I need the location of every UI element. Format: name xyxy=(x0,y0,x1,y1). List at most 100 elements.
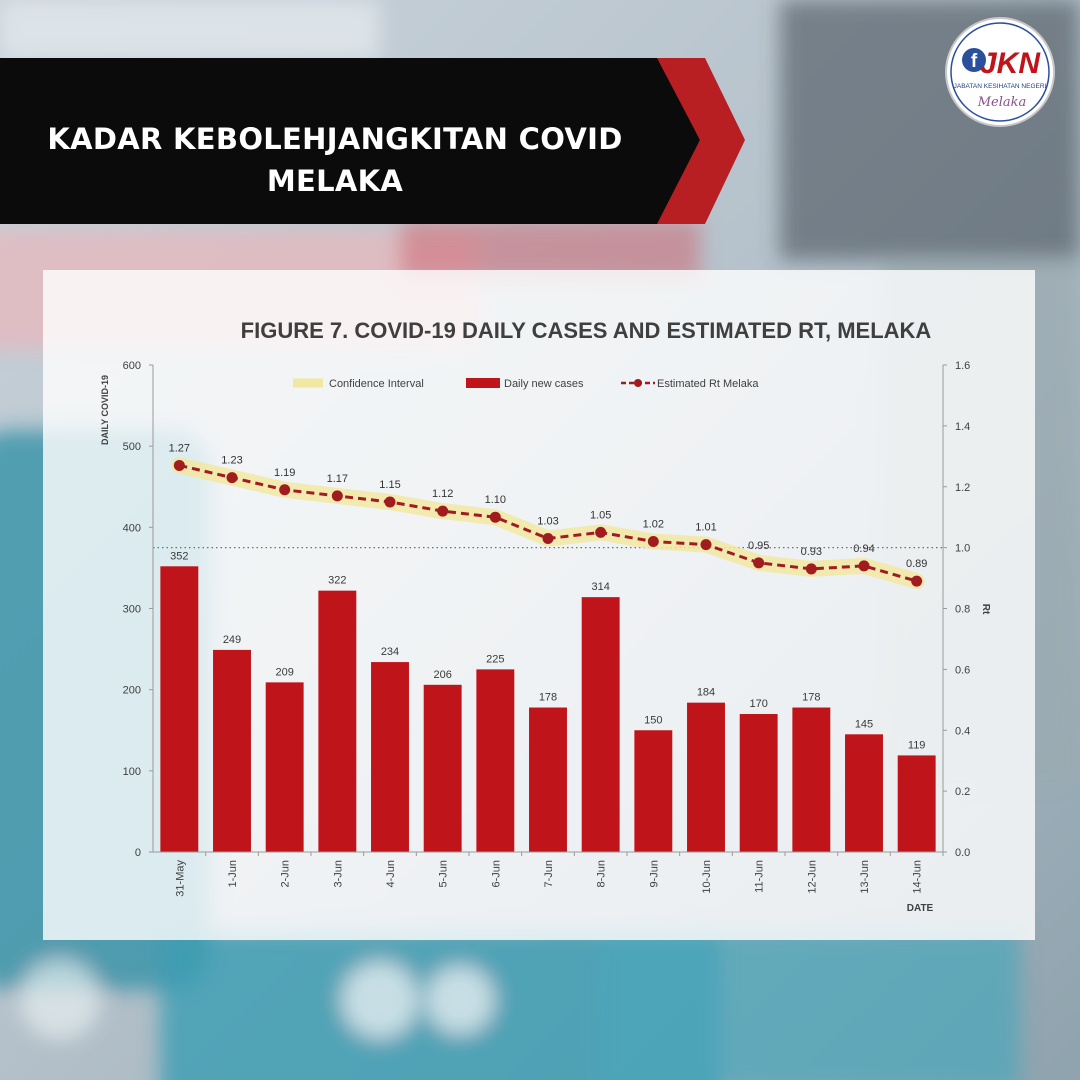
rt-marker xyxy=(858,560,870,572)
x-tick-label: 7-Jun xyxy=(543,860,555,888)
y2-tick-label: 1.4 xyxy=(955,421,970,433)
rt-marker xyxy=(226,472,238,484)
y2-tick-label: 1.2 xyxy=(955,482,970,494)
bar-daily-cases xyxy=(371,662,409,852)
chart-title: FIGURE 7. COVID-19 DAILY CASES AND ESTIM… xyxy=(241,318,932,343)
x-tick-label: 6-Jun xyxy=(490,860,502,888)
banner-title-line2: MELAKA xyxy=(266,164,404,198)
y2-tick-label: 0.4 xyxy=(955,725,970,737)
bar-daily-cases xyxy=(265,682,304,852)
y-axis-label: DAILY COVID-19 xyxy=(100,375,110,445)
y2-axis-label: Rt xyxy=(980,604,991,615)
bar-daily-cases xyxy=(845,734,883,852)
rt-marker xyxy=(489,511,501,523)
rt-value-label: 1.10 xyxy=(485,494,506,506)
bar-daily-cases xyxy=(423,684,462,852)
rt-value-label: 0.89 xyxy=(906,558,927,570)
rt-value-label: 1.19 xyxy=(274,467,295,479)
rt-marker xyxy=(805,563,817,575)
legend-rt-marker xyxy=(634,379,642,387)
banner-title-line1: KADAR KEBOLEHJANGKITAN COVID xyxy=(47,122,623,156)
rt-value-label: 1.05 xyxy=(590,509,611,521)
legend-rt-label: Estimated Rt Melaka xyxy=(657,378,759,390)
bar-daily-cases xyxy=(476,669,515,852)
banner-title: KADAR KEBOLEHJANGKITAN COVID MELAKA xyxy=(40,118,630,202)
legend-bar-swatch xyxy=(466,378,500,388)
rt-marker xyxy=(279,484,291,496)
rt-value-label: 0.94 xyxy=(853,543,874,555)
bar-daily-cases xyxy=(318,590,357,852)
jkn-logo: f JKN JABATAN KESIHATAN NEGERI Melaka xyxy=(945,17,1055,127)
rt-marker xyxy=(911,575,923,587)
y-tick-label: 400 xyxy=(123,522,141,534)
y2-tick-label: 0.6 xyxy=(955,664,970,676)
bar-daily-cases xyxy=(529,707,567,852)
legend-ci-label: Confidence Interval xyxy=(329,378,424,390)
y2-tick-label: 0.8 xyxy=(955,604,970,616)
title-banner xyxy=(0,58,745,224)
bar-value-label: 150 xyxy=(644,714,662,726)
x-tick-label: 3-Jun xyxy=(332,860,344,888)
bar-daily-cases xyxy=(581,597,620,852)
rt-value-label: 1.23 xyxy=(221,455,242,467)
bar-value-label: 178 xyxy=(802,692,820,704)
bar-value-label: 119 xyxy=(908,739,926,751)
x-tick-label: 11-Jun xyxy=(754,860,766,893)
chart: FIGURE 7. COVID-19 DAILY CASES AND ESTIM… xyxy=(100,318,991,914)
y2-tick-label: 1.6 xyxy=(955,360,970,372)
rt-marker xyxy=(647,536,659,548)
x-tick-label: 14-Jun xyxy=(912,860,924,894)
x-tick-label: 9-Jun xyxy=(648,860,660,888)
bar-daily-cases xyxy=(634,730,673,852)
rt-value-label: 0.93 xyxy=(801,546,822,558)
rt-value-label: 1.17 xyxy=(327,473,348,485)
y-tick-label: 600 xyxy=(123,360,141,372)
rt-value-label: 1.02 xyxy=(643,519,664,531)
bar-value-label: 352 xyxy=(170,550,188,562)
rt-value-label: 0.95 xyxy=(748,540,769,552)
bar-value-label: 209 xyxy=(275,666,293,678)
rt-marker xyxy=(595,526,607,538)
bar-daily-cases xyxy=(213,649,251,852)
rt-marker xyxy=(542,532,554,544)
y2-tick-label: 1.0 xyxy=(955,543,970,555)
rt-value-label: 1.12 xyxy=(432,488,453,500)
rt-marker xyxy=(173,459,185,471)
bar-daily-cases xyxy=(897,755,936,852)
x-tick-label: 8-Jun xyxy=(596,860,608,888)
bar-daily-cases xyxy=(687,702,725,852)
x-tick-label: 2-Jun xyxy=(280,860,292,888)
rt-value-label: 1.15 xyxy=(379,479,400,491)
y2-tick-label: 0.0 xyxy=(955,847,970,859)
bar-value-label: 234 xyxy=(381,646,399,658)
bar-daily-cases xyxy=(792,707,831,852)
y-tick-label: 300 xyxy=(123,604,141,616)
rt-value-label: 1.03 xyxy=(537,515,558,527)
y-tick-label: 200 xyxy=(123,685,141,697)
x-tick-label: 13-Jun xyxy=(859,860,871,894)
rt-value-label: 1.27 xyxy=(169,442,190,454)
logo-subtitle: JABATAN KESIHATAN NEGERI xyxy=(954,83,1047,90)
x-tick-label: 4-Jun xyxy=(385,860,397,888)
logo-text: JKN xyxy=(980,47,1041,80)
bar-value-label: 170 xyxy=(749,698,767,710)
x-tick-label: 31-May xyxy=(174,860,186,897)
axes-layer: 0 100 200 300 400 500 600 0.0 0.2 0.4 0.6 0.8 1.0 1.2… xyxy=(123,360,971,897)
rt-layer: 1.27 1.23 1.19 1.17 1.15 1.12 1.10 1.03 1.05 1.02… xyxy=(169,442,927,587)
rt-marker xyxy=(700,539,712,551)
bar-daily-cases xyxy=(160,566,199,852)
rt-marker xyxy=(437,505,449,517)
bar-value-label: 225 xyxy=(486,653,504,665)
bar-value-label: 249 xyxy=(223,634,241,646)
svg-text:f: f xyxy=(971,51,978,72)
bar-value-label: 184 xyxy=(697,687,715,699)
chart-panel: FIGURE 7. COVID-19 DAILY CASES AND ESTIM… xyxy=(43,270,1035,940)
x-tick-label: 1-Jun xyxy=(227,860,239,888)
rt-marker xyxy=(384,496,396,508)
bar-value-label: 206 xyxy=(433,669,451,681)
rt-marker xyxy=(753,557,765,569)
bar-value-label: 178 xyxy=(539,692,557,704)
x-tick-label: 5-Jun xyxy=(438,860,450,888)
legend-bar-label: Daily new cases xyxy=(504,378,584,390)
bar-value-label: 314 xyxy=(591,581,609,593)
